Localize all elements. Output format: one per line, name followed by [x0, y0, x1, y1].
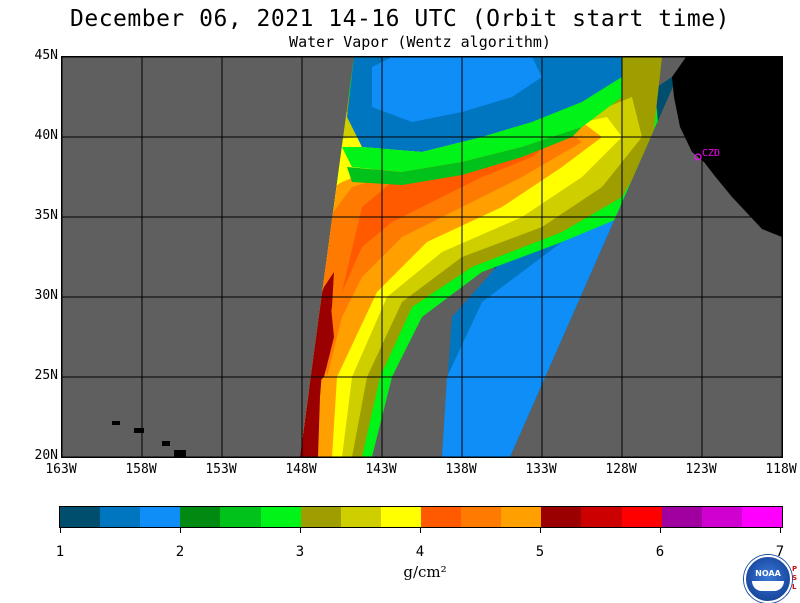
island-oahu	[134, 428, 144, 433]
psl-letter: S	[792, 574, 798, 582]
psl-letter: P	[792, 565, 798, 573]
colorbar-segment	[581, 507, 622, 527]
latitude-label: 35N	[34, 208, 58, 223]
band-north-bright-blue	[372, 57, 542, 122]
longitude-label: 158W	[125, 462, 157, 477]
colorbar-segment	[60, 507, 101, 527]
latitude-label: 20N	[34, 448, 58, 463]
longitude-label: 138W	[445, 462, 477, 477]
colorbar-label: 2	[175, 544, 185, 560]
station-marker: CZD	[694, 148, 720, 161]
colorbar-label: 7	[775, 544, 785, 560]
band-north-green	[342, 77, 622, 172]
colorbar-tick	[300, 527, 301, 533]
colorbar-segment	[260, 507, 301, 527]
longitude-label: 143W	[365, 462, 397, 477]
island-hawaii	[174, 450, 186, 457]
island-kauai	[112, 421, 120, 425]
colorbar-segment	[420, 507, 462, 527]
longitude-label: 153W	[205, 462, 237, 477]
station-dot	[694, 153, 702, 161]
colorbar-units: g/cm²	[403, 563, 447, 581]
colorbar-segment	[741, 507, 782, 527]
band-dark-orange	[312, 127, 582, 377]
noaa-logo: NOAA	[744, 555, 792, 603]
map-canvas: CZD	[62, 57, 782, 457]
latitude-label: 25N	[34, 368, 58, 383]
water-vapor-map: CZD	[61, 56, 783, 458]
colorbar-tick	[180, 527, 181, 533]
colorbar-label: 5	[535, 544, 545, 560]
colorbar-segment	[140, 507, 181, 527]
longitude-label: 123W	[685, 462, 717, 477]
longitude-label: 163W	[45, 462, 77, 477]
noaa-logo-wave	[752, 581, 784, 591]
longitude-label: 148W	[285, 462, 317, 477]
colorbar-segment	[380, 507, 421, 527]
colorbar-label: 1	[55, 544, 65, 560]
colorbar-segment	[300, 507, 341, 527]
colorbar-label: 3	[295, 544, 305, 560]
band-north-green-2	[347, 127, 582, 185]
colorbar-label: 6	[655, 544, 665, 560]
colorbar-segment	[701, 507, 742, 527]
colorbar-segment	[220, 507, 261, 527]
colorbar-label: 4	[415, 544, 425, 560]
station-label: CZD	[702, 148, 720, 159]
land-california	[672, 57, 782, 237]
colorbar-segment	[661, 507, 702, 527]
longitude-label: 118W	[765, 462, 797, 477]
colorbar-segment	[340, 507, 381, 527]
psl-logo-text: P S L	[792, 565, 800, 592]
colorbar-segment	[100, 507, 141, 527]
longitude-label: 128W	[605, 462, 637, 477]
colorbar	[59, 506, 783, 528]
psl-letter: L	[792, 583, 797, 591]
colorbar-segment	[621, 507, 662, 527]
lat-lon-grid	[62, 57, 782, 457]
colorbar-segment	[461, 507, 502, 527]
latitude-label: 30N	[34, 288, 58, 303]
longitude-label: 133W	[525, 462, 557, 477]
latitude-label: 45N	[34, 48, 58, 63]
island-maui	[162, 441, 170, 446]
noaa-logo-text: NOAA	[755, 569, 781, 578]
colorbar-tick	[540, 527, 541, 533]
colorbar-tick	[60, 527, 61, 533]
colorbar-tick	[420, 527, 421, 533]
colorbar-tick	[660, 527, 661, 533]
colorbar-segment	[180, 507, 221, 527]
latitude-label: 40N	[34, 128, 58, 143]
colorbar-tick	[780, 527, 781, 533]
colorbar-segment	[541, 507, 582, 527]
map-title: December 06, 2021 14-16 UTC (Orbit start…	[70, 6, 730, 32]
map-subtitle: Water Vapor (Wentz algorithm)	[289, 33, 551, 51]
colorbar-segment	[501, 507, 542, 527]
